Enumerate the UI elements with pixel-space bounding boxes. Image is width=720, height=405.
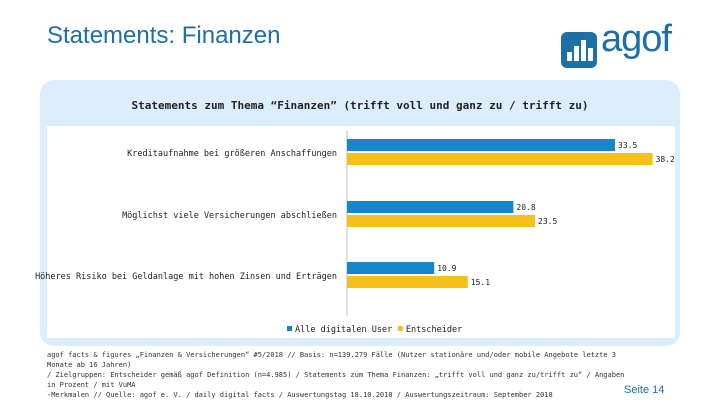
bar-alle-digitalen-user	[347, 262, 435, 274]
logo-bars-icon	[561, 32, 597, 68]
slide-title: Statements: Finanzen	[47, 22, 281, 49]
footnote: agof facts & figures „Finanzen & Versich…	[47, 350, 627, 400]
category-label: Möglichst viele Versicherungen abschließ…	[122, 211, 337, 221]
category-label: Höheres Risiko bei Geldanlage mit hohen …	[35, 272, 337, 282]
legend-label: Alle digitalen User	[295, 325, 392, 335]
chart-title: Statements zum Thema “Finanzen” (trifft …	[131, 99, 589, 112]
data-label: 10.9	[437, 264, 456, 273]
legend-swatch	[287, 326, 292, 331]
footnote-line: -Merkmalen // Quelle: agof e. V. / daily…	[47, 391, 553, 399]
data-label: 38.2	[656, 155, 675, 164]
agof-logo: agof	[561, 18, 681, 68]
legend-swatch	[397, 326, 403, 331]
data-label: 23.5	[538, 217, 557, 226]
data-label: 15.1	[471, 278, 490, 287]
page-number: Seite 14	[624, 384, 665, 396]
bar-alle-digitalen-user	[347, 139, 615, 151]
data-label: 20.8	[516, 203, 535, 212]
logo-text: agof	[601, 18, 672, 60]
data-label: 33.5	[618, 141, 637, 150]
footnote-line: / Zielgruppen: Entscheider gemäß agof De…	[47, 371, 625, 389]
bar-entscheider	[347, 215, 535, 227]
category-label: Kreditaufnahme bei größeren Anschaffunge…	[127, 149, 337, 159]
bar-alle-digitalen-user	[347, 201, 514, 213]
bar-entscheider	[347, 276, 468, 288]
bar-entscheider	[347, 153, 653, 165]
legend-label: Entscheider	[406, 325, 462, 335]
footnote-line: agof facts & figures „Finanzen & Versich…	[47, 351, 616, 369]
